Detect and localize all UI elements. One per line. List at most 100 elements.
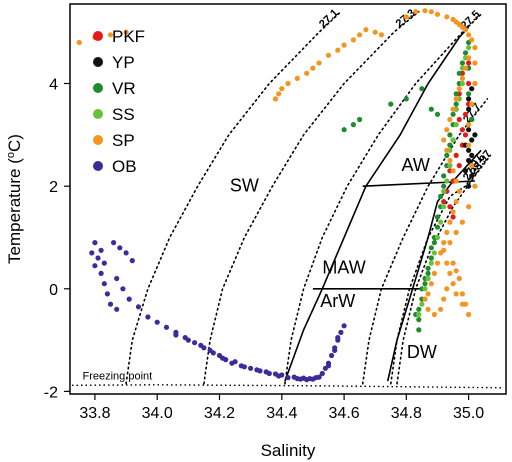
data-point bbox=[466, 80, 472, 87]
data-point bbox=[441, 199, 447, 205]
data-point bbox=[329, 352, 335, 359]
x-tick-label: 33.8 bbox=[79, 405, 110, 422]
data-point bbox=[357, 116, 363, 123]
data-point bbox=[223, 357, 229, 363]
data-point bbox=[453, 91, 459, 97]
series-yp bbox=[462, 86, 478, 189]
data-point bbox=[428, 281, 434, 287]
data-point bbox=[98, 270, 104, 276]
data-point bbox=[126, 296, 132, 302]
data-point bbox=[441, 204, 447, 210]
data-point bbox=[447, 204, 453, 210]
isopycnal-line bbox=[361, 98, 489, 385]
data-point bbox=[272, 371, 279, 377]
data-point bbox=[472, 45, 478, 51]
data-point bbox=[173, 332, 179, 338]
y-tick-label: -2 bbox=[44, 384, 58, 401]
data-point bbox=[192, 340, 198, 346]
data-point bbox=[310, 65, 316, 71]
data-point bbox=[444, 14, 450, 20]
data-point bbox=[428, 106, 434, 112]
data-point bbox=[444, 229, 450, 235]
data-point bbox=[453, 152, 459, 158]
data-point bbox=[466, 122, 472, 128]
legend-label: OB bbox=[112, 157, 137, 176]
data-point bbox=[466, 147, 472, 153]
data-point bbox=[462, 27, 469, 33]
x-tick-label: 35.0 bbox=[453, 405, 484, 422]
data-point bbox=[216, 352, 223, 359]
data-point bbox=[135, 304, 142, 310]
data-point bbox=[459, 80, 465, 87]
data-point bbox=[453, 291, 459, 297]
data-point bbox=[472, 183, 478, 189]
data-point bbox=[107, 32, 114, 38]
data-point bbox=[419, 86, 425, 92]
data-point bbox=[456, 70, 462, 76]
data-point bbox=[447, 132, 453, 138]
data-point bbox=[95, 255, 101, 261]
data-point bbox=[450, 137, 456, 143]
x-tick-label: 34.6 bbox=[329, 405, 360, 422]
freezing-point-label: Freezing point bbox=[83, 370, 153, 382]
data-point bbox=[441, 137, 447, 143]
data-point bbox=[441, 240, 447, 246]
data-point bbox=[469, 152, 475, 158]
data-point bbox=[438, 193, 444, 199]
data-point bbox=[285, 80, 291, 87]
data-point bbox=[338, 329, 344, 335]
data-point bbox=[459, 75, 465, 81]
data-point bbox=[431, 270, 437, 276]
region-label: SW bbox=[230, 175, 259, 195]
data-point bbox=[241, 364, 247, 370]
data-point bbox=[129, 258, 135, 264]
data-point bbox=[416, 311, 422, 318]
data-point bbox=[372, 29, 378, 35]
plot-frame bbox=[69, 3, 507, 395]
data-point bbox=[107, 301, 114, 307]
legend-marker bbox=[93, 161, 103, 171]
data-point bbox=[341, 42, 347, 48]
data-point bbox=[438, 306, 444, 312]
y-axis-title: Temperature (oC) bbox=[5, 134, 24, 264]
legend-label: SS bbox=[112, 105, 135, 124]
data-point bbox=[120, 286, 126, 292]
data-point bbox=[285, 375, 291, 381]
data-point bbox=[447, 163, 453, 169]
data-point bbox=[431, 311, 437, 318]
data-point bbox=[279, 86, 285, 92]
data-point bbox=[441, 183, 447, 189]
data-point bbox=[469, 116, 475, 123]
data-point bbox=[304, 70, 310, 76]
region-label: AW bbox=[402, 155, 430, 175]
legend-marker bbox=[93, 83, 103, 93]
data-point bbox=[444, 127, 450, 133]
data-point bbox=[466, 45, 472, 51]
data-point bbox=[117, 245, 123, 251]
data-point bbox=[413, 9, 419, 15]
data-point bbox=[469, 86, 475, 92]
data-point bbox=[422, 296, 428, 302]
data-point bbox=[453, 268, 459, 274]
data-point bbox=[307, 376, 313, 382]
data-point bbox=[279, 372, 285, 378]
data-point bbox=[425, 275, 431, 282]
data-point bbox=[89, 250, 95, 256]
data-point bbox=[92, 263, 98, 269]
data-point bbox=[263, 369, 269, 375]
data-point bbox=[456, 275, 462, 282]
freezing-point-line: Freezing point bbox=[71, 370, 505, 389]
data-point bbox=[325, 363, 332, 369]
data-point bbox=[422, 286, 428, 292]
legend-marker bbox=[93, 57, 103, 67]
data-point bbox=[425, 270, 431, 276]
data-point bbox=[441, 188, 447, 194]
data-point bbox=[254, 367, 260, 373]
y-tick-label: 4 bbox=[49, 77, 58, 94]
data-point bbox=[466, 183, 472, 189]
water-mass-boundaries bbox=[284, 26, 482, 382]
axes: 33.8 34.0 34.2 34.4 34.6 34.8 35.0 -2 0 2 4 bbox=[44, 77, 485, 423]
data-point bbox=[447, 219, 453, 225]
data-point bbox=[466, 91, 472, 97]
